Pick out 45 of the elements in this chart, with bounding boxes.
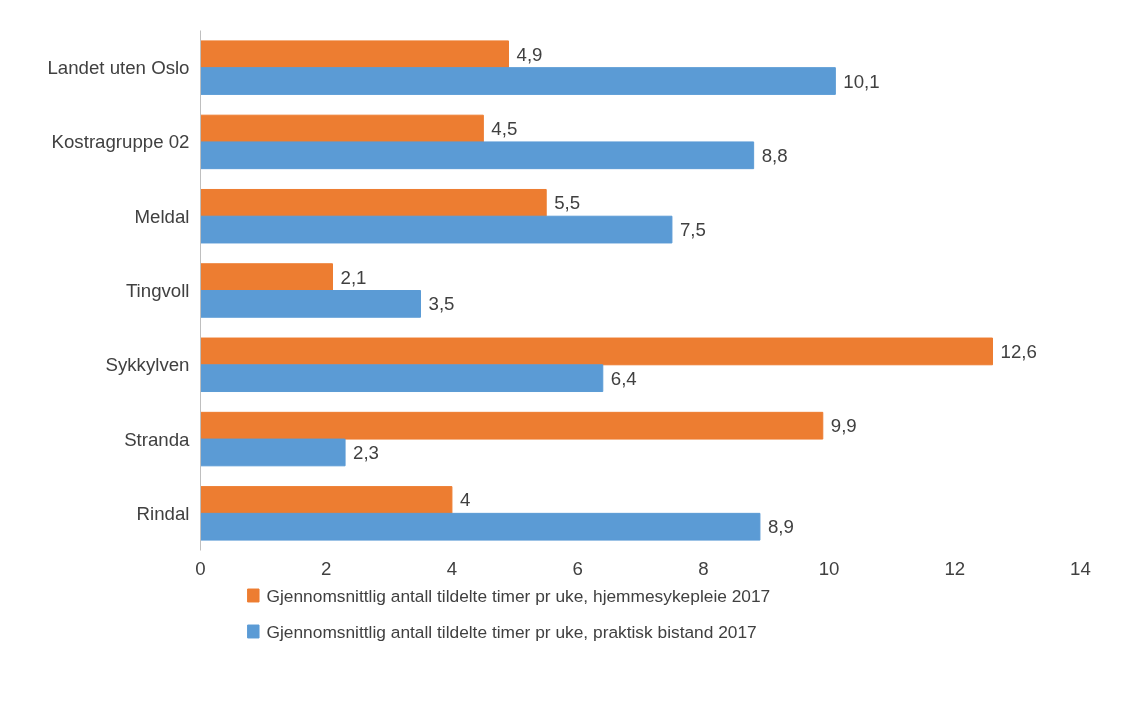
data-label: 10,1 — [843, 70, 880, 92]
bar — [200, 141, 755, 170]
data-label: 9,9 — [830, 415, 857, 437]
y-tick-label: Kostragruppe 02 — [51, 131, 190, 153]
data-label: 6,4 — [610, 367, 637, 389]
data-label: 8,9 — [767, 516, 794, 538]
bar — [200, 411, 824, 440]
bar — [200, 40, 509, 69]
bar — [200, 215, 673, 244]
bar — [200, 337, 993, 366]
data-label: 7,5 — [679, 219, 706, 241]
legend-label: Gjennomsnittlig antall tildelte timer pr uke, hjemmesykepleie 2017 — [266, 585, 771, 606]
bar — [200, 364, 604, 393]
x-tick-label: 0 — [195, 557, 206, 579]
data-label: 8,8 — [761, 144, 788, 166]
y-tick-label: Rindal — [136, 502, 190, 524]
x-tick-label: 6 — [572, 557, 583, 579]
bar — [200, 512, 761, 541]
data-label: 3,5 — [428, 293, 455, 315]
data-label: 12,6 — [1000, 340, 1037, 362]
y-tick-label: Landet uten Oslo — [47, 57, 190, 79]
x-tick-label: 4 — [446, 557, 458, 579]
bar — [200, 188, 547, 217]
y-tick-label: Stranda — [124, 428, 191, 450]
bar — [200, 263, 333, 291]
y-tick-label: Meldal — [134, 205, 190, 227]
data-label: 2,1 — [340, 266, 367, 288]
data-label: 2,3 — [353, 441, 380, 463]
bar — [200, 290, 421, 318]
x-tick-label: 12 — [944, 557, 966, 579]
bar — [200, 486, 453, 514]
data-label: 4,9 — [516, 43, 543, 65]
bar — [200, 67, 836, 95]
x-tick-label: 14 — [1070, 557, 1091, 579]
bar — [200, 438, 346, 467]
x-tick-label: 8 — [698, 557, 709, 579]
bar — [200, 114, 484, 143]
y-tick-label: Tingvoll — [125, 280, 190, 301]
x-tick-label: 2 — [321, 557, 332, 579]
data-label: 5,5 — [554, 192, 581, 214]
legend-label: Gjennomsnittlig antall tildelte timer pr uke, praktisk bistand 2017 — [266, 621, 757, 642]
x-tick-label: 10 — [818, 557, 840, 579]
y-tick-label: Sykkylven — [105, 354, 190, 376]
data-label: 4 — [459, 489, 471, 511]
data-label: 4,5 — [491, 118, 518, 140]
